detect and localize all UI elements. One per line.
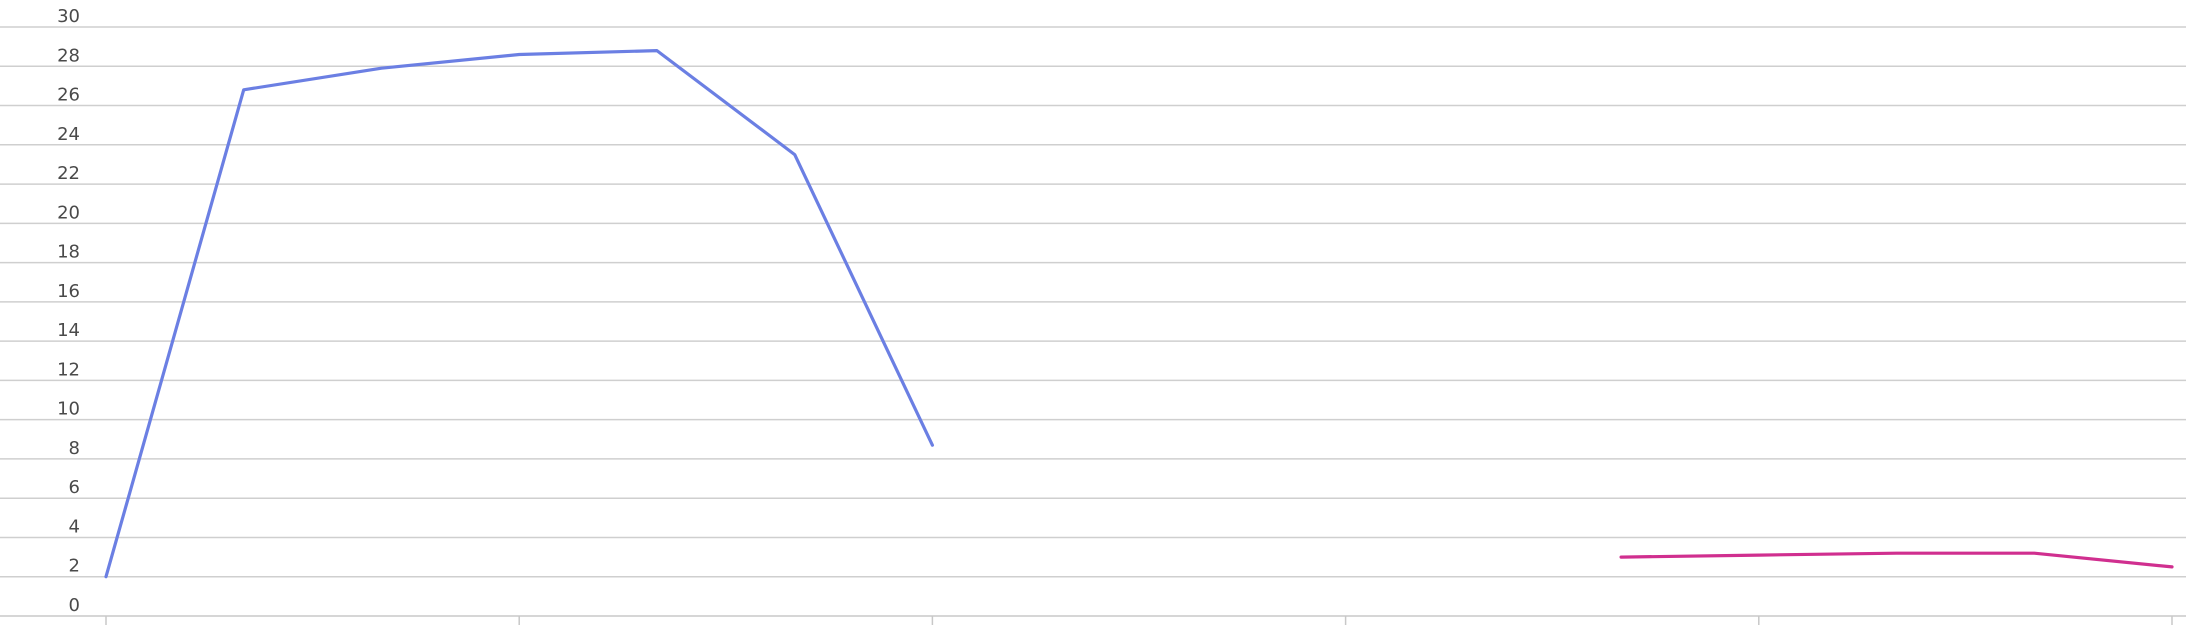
y-tick-label: 28 — [57, 45, 80, 66]
y-tick-label: 26 — [57, 85, 80, 106]
y-tick-label: 10 — [57, 399, 80, 420]
grid-lines — [0, 26, 2186, 578]
y-tick-label: 2 — [69, 556, 80, 577]
x-axis — [0, 615, 2186, 625]
y-tick-label: 24 — [57, 124, 80, 145]
y-tick-label: 4 — [69, 516, 80, 537]
y-tick-label: 20 — [57, 202, 80, 223]
y-tick-label: 18 — [57, 242, 80, 263]
y-tick-label: 8 — [69, 438, 80, 459]
series-lines — [104, 48, 2174, 579]
series-line-1 — [104, 48, 935, 579]
y-tick-label: 0 — [69, 595, 80, 616]
y-tick-label: 6 — [69, 477, 80, 498]
y-tick-label: 12 — [57, 359, 80, 380]
y-tick-label: 22 — [57, 163, 80, 184]
y-tick-label: 14 — [57, 320, 80, 341]
series-line-2 — [1619, 551, 2174, 569]
y-tick-label: 16 — [57, 281, 80, 302]
y-tick-label: 30 — [57, 6, 80, 27]
